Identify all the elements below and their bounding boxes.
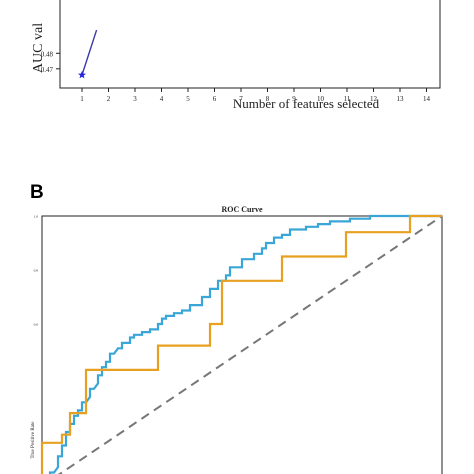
- x-tick-label: 8: [266, 95, 270, 103]
- x-tick-label: 3: [133, 95, 137, 103]
- x-tick-label: 5: [186, 95, 190, 103]
- x-tick-label: 11: [344, 95, 351, 103]
- panel-a-y-ticks: 0.47 0.48: [41, 50, 60, 74]
- x-tick-label: 2: [107, 95, 111, 103]
- panel-b: B ROC Curve True Positive Rate 0.6 0.8 1.0: [30, 182, 443, 474]
- y-tick-label: 1.0: [34, 215, 39, 219]
- y-tick-label: 0.6: [34, 323, 39, 327]
- x-tick-label: 6: [213, 95, 217, 103]
- x-tick-label: 13: [397, 95, 405, 103]
- x-tick-label: 9: [292, 95, 296, 103]
- panel-b-y-axis-label: True Positive Rate: [31, 421, 36, 459]
- y-tick-label: 0.8: [34, 269, 39, 273]
- y-tick-label: 0.48: [41, 50, 54, 58]
- roc-curve-blue: [48, 214, 442, 474]
- x-tick-label: 4: [160, 95, 164, 103]
- panel-a-x-ticks: 1 2 3 4 5 6 7 8 9 10 11 12 13 14: [80, 88, 431, 103]
- panel-b-y-ticks: 0.6 0.8 1.0: [34, 215, 39, 327]
- auc-series-line: [81, 29, 98, 76]
- panel-a-y-axis-label: AUC val: [31, 23, 46, 73]
- y-tick-label: 0.47: [41, 66, 54, 74]
- x-tick-label: 7: [239, 95, 243, 103]
- panel-a-plot: [78, 29, 98, 79]
- panel-b-plot: [40, 214, 443, 474]
- diagonal-reference-line: [57, 215, 443, 474]
- panel-a-frame: [59, 0, 441, 89]
- star-marker: [78, 70, 86, 79]
- panel-b-title: ROC Curve: [221, 205, 263, 214]
- roc-curve-orange: [40, 214, 442, 474]
- panel-b-letter: B: [30, 182, 44, 203]
- x-tick-label: 14: [423, 95, 431, 103]
- panel-b-frame: [41, 215, 443, 474]
- panel-a-x-axis-label: Number of features selected: [233, 96, 380, 111]
- x-tick-label: 10: [317, 95, 325, 103]
- x-tick-label: 12: [370, 95, 378, 103]
- x-tick-label: 1: [80, 95, 84, 103]
